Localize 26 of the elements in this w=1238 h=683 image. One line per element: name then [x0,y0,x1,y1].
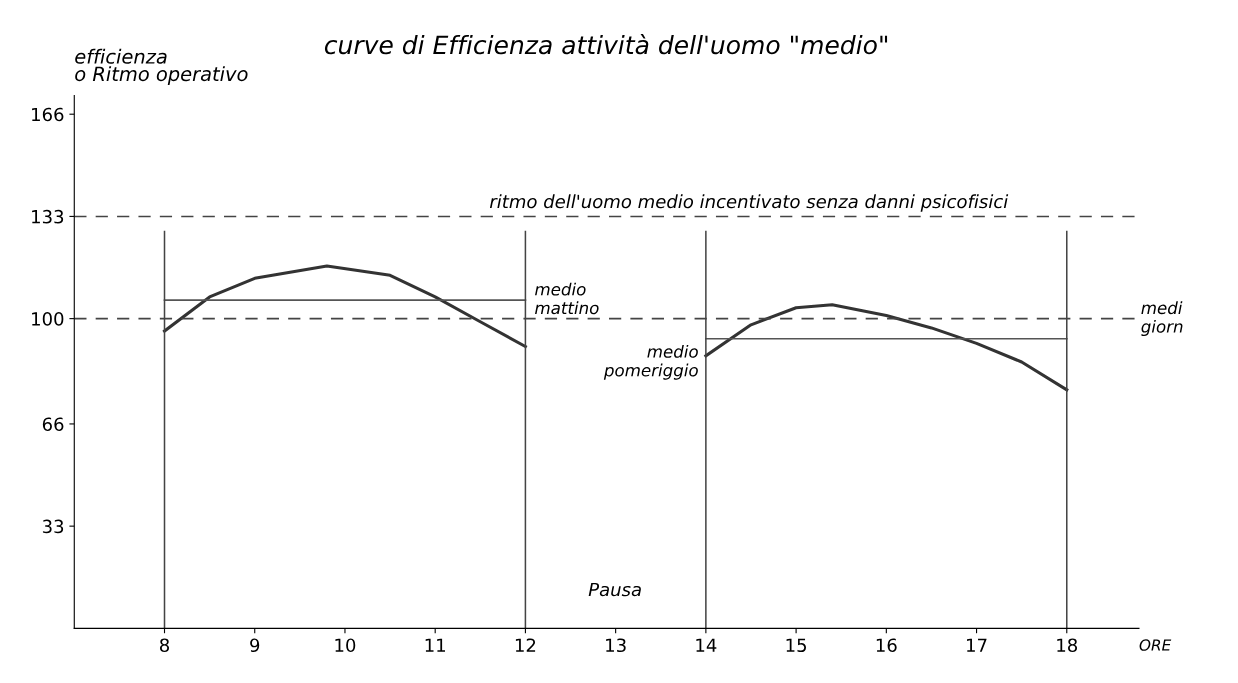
y-tick-label: 100 [32,312,64,326]
y-axis-title: efficienza o Ritmo operativo [75,48,248,85]
ref-line-label: medi giorn [1141,301,1183,337]
x-tick-label: 10 [335,638,356,653]
y-tick-label: 66 [42,417,64,432]
x-tick-label: 8 [159,638,170,653]
x-tick-label: 12 [515,638,536,652]
chart-title: curve di Efficienza attività dell'uomo "medio" [324,33,888,55]
line-series [704,303,1069,392]
x-tick-label: 13 [606,638,626,653]
series-label: medio pomeriggio [603,344,698,380]
x-tick-label: 11 [425,638,446,652]
x-tick-label: 18 [1057,638,1078,653]
annotation: Pausa [588,582,641,597]
x-tick-label: 17 [967,638,987,652]
y-tick-label: 166 [32,107,64,122]
x-tick-label: 9 [250,638,260,653]
x-tick-label: 16 [876,638,897,653]
series-label: medio mattino [535,282,599,315]
ref-line-label: ritmo dell'uomo medio incentivato senza danni psicofisici [489,194,1009,212]
x-axis-title: ORE [1139,639,1172,651]
y-tick-label: 33 [42,519,64,534]
y-tick-label: 133 [32,209,64,224]
x-tick-label: 15 [786,638,807,653]
line-series [162,264,527,349]
x-tick-label: 14 [696,638,717,652]
